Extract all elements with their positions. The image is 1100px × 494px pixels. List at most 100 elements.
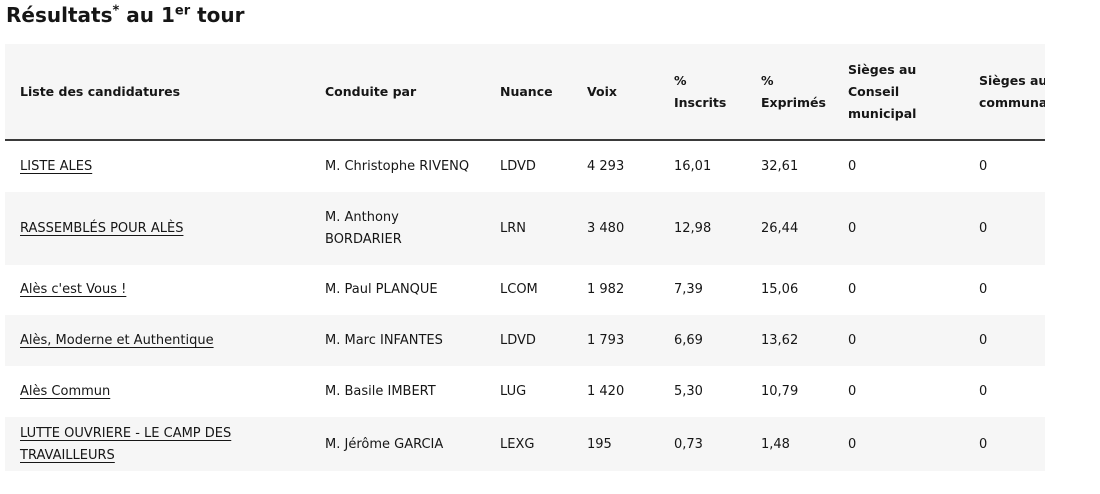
table-cell: 32,61 <box>746 140 833 192</box>
cell-text: 0 <box>979 220 988 236</box>
table-cell: 0,73 <box>659 417 746 471</box>
list-link[interactable]: Alès, Moderne et Authentique <box>20 332 214 348</box>
cell-text: LCOM <box>500 282 538 297</box>
cell-text: 0 <box>848 220 857 236</box>
cell-text: 0 <box>848 332 857 348</box>
title-text: Résultats <box>6 3 113 27</box>
cell-text: 10,79 <box>761 383 799 399</box>
cell-text: LEXG <box>500 437 535 452</box>
table-row: Alès, Moderne et Authentique M. Marc INFA… <box>5 315 1045 366</box>
cell-text: 0 <box>979 383 988 399</box>
cell-text: 15,06 <box>761 282 799 297</box>
list-link[interactable]: RASSEMBLÉS POUR ALÈS <box>20 220 184 236</box>
table-cell: 7,39 <box>659 265 746 315</box>
table-cell: 16,01 <box>659 140 746 192</box>
table-cell: LUG <box>485 366 572 417</box>
table-cell: Alès Commun <box>5 366 310 417</box>
cell-text: 7,39 <box>674 282 703 297</box>
table-cell: LDVD <box>485 140 572 192</box>
cell-text: 0 <box>848 383 857 399</box>
table-cell: 0 <box>964 265 1045 315</box>
cell-text: 0 <box>979 282 988 297</box>
column-header: Liste des candidatures <box>5 44 310 141</box>
table-row: LISTE ALES M. Christophe RIVENQ LDVD 4 293 1… <box>5 140 1045 192</box>
table-cell: 1,48 <box>746 417 833 471</box>
table-cell: LISTE ALES <box>5 140 310 192</box>
cell-text: 1,48 <box>761 437 790 452</box>
column-header: Nuance <box>485 44 572 141</box>
table-cell: 10,79 <box>746 366 833 417</box>
cell-text: 1 420 <box>587 383 625 399</box>
cell-text: 0 <box>848 437 857 452</box>
title-text: tour <box>190 3 245 27</box>
cell-text: 12,98 <box>674 220 712 236</box>
table-cell: 3 480 <box>572 192 659 265</box>
title-text: au 1 <box>119 3 175 27</box>
results-table: Liste des candidatures Conduite par Nuance… <box>5 44 1045 471</box>
column-header: Sièges au Conseil communautaire <box>964 44 1045 141</box>
table-cell: 15,06 <box>746 265 833 315</box>
cell-text: LUG <box>500 383 527 399</box>
cell-text: M. Christophe RIVENQ <box>325 158 470 174</box>
column-header: % Exprimés <box>746 44 833 141</box>
table-cell: 5,30 <box>659 366 746 417</box>
cell-text: 0 <box>848 158 857 174</box>
cell-text: 6,69 <box>674 332 703 348</box>
table-cell: M. Anthony BORDARIER <box>310 192 485 265</box>
cell-text: 1 982 <box>587 282 625 297</box>
table-cell: 1 793 <box>572 315 659 366</box>
column-header: Sièges au Conseil municipal <box>833 44 964 141</box>
table-row: RASSEMBLÉS POUR ALÈS M. Anthony BORDARIER… <box>5 192 1045 265</box>
cell-text: M. Jérôme GARCIA <box>325 437 444 452</box>
column-header: % Inscrits <box>659 44 746 141</box>
cell-text: 0,73 <box>674 437 703 452</box>
table-cell: RASSEMBLÉS POUR ALÈS <box>5 192 310 265</box>
list-link[interactable]: Alès c'est Vous ! <box>20 282 127 297</box>
table-row: Alès c'est Vous ! M. Paul PLANQUE LCOM 1 98… <box>5 265 1045 315</box>
table-cell: LEXG <box>485 417 572 471</box>
cell-text: 0 <box>848 282 857 297</box>
table-cell: 1 982 <box>572 265 659 315</box>
cell-text: M. Anthony BORDARIER <box>325 209 402 247</box>
table-cell: LRN <box>485 192 572 265</box>
cell-text: LDVD <box>500 158 536 174</box>
table-cell: 0 <box>833 140 964 192</box>
table-cell: 0 <box>964 315 1045 366</box>
list-link[interactable]: LUTTE OUVRIERE - LE CAMP DES TRAVAILLEUR… <box>20 426 232 463</box>
table-container: Liste des candidatures Conduite par Nuance… <box>5 44 1045 471</box>
cell-text: 32,61 <box>761 158 799 174</box>
table-cell: 0 <box>833 192 964 265</box>
table-cell: 0 <box>833 366 964 417</box>
cell-text: 16,01 <box>674 158 712 174</box>
table-cell: 26,44 <box>746 192 833 265</box>
table-cell: M. Paul PLANQUE <box>310 265 485 315</box>
cell-text: 0 <box>979 332 988 348</box>
table-cell: M. Basile IMBERT <box>310 366 485 417</box>
table-cell: Alès, Moderne et Authentique <box>5 315 310 366</box>
list-link[interactable]: LISTE ALES <box>20 158 93 174</box>
table-cell: M. Jérôme GARCIA <box>310 417 485 471</box>
cell-text: 5,30 <box>674 383 703 399</box>
table-cell: 0 <box>964 140 1045 192</box>
column-header: Conduite par <box>310 44 485 141</box>
cell-text: 13,62 <box>761 332 799 348</box>
table-cell: 0 <box>964 417 1045 471</box>
table-cell: 12,98 <box>659 192 746 265</box>
cell-text: 26,44 <box>761 220 799 236</box>
table-row: LUTTE OUVRIERE - LE CAMP DES TRAVAILLEUR… <box>5 417 1045 471</box>
list-link[interactable]: Alès Commun <box>20 383 111 399</box>
table-cell: LUTTE OUVRIERE - LE CAMP DES TRAVAILLEUR… <box>5 417 310 471</box>
header-row: Liste des candidatures Conduite par Nuance… <box>5 44 1045 141</box>
title-sup: er <box>174 3 191 19</box>
table-cell: 0 <box>833 265 964 315</box>
table-cell: M. Christophe RIVENQ <box>310 140 485 192</box>
table-cell: 0 <box>833 315 964 366</box>
title: Résultats* au 1er tour <box>6 0 244 30</box>
table-cell: 1 420 <box>572 366 659 417</box>
table-cell: LCOM <box>485 265 572 315</box>
cell-text: 0 <box>979 437 988 452</box>
cell-text: M. Marc INFANTES <box>325 332 443 348</box>
table-cell: 0 <box>964 192 1045 265</box>
column-header: Voix <box>572 44 659 141</box>
